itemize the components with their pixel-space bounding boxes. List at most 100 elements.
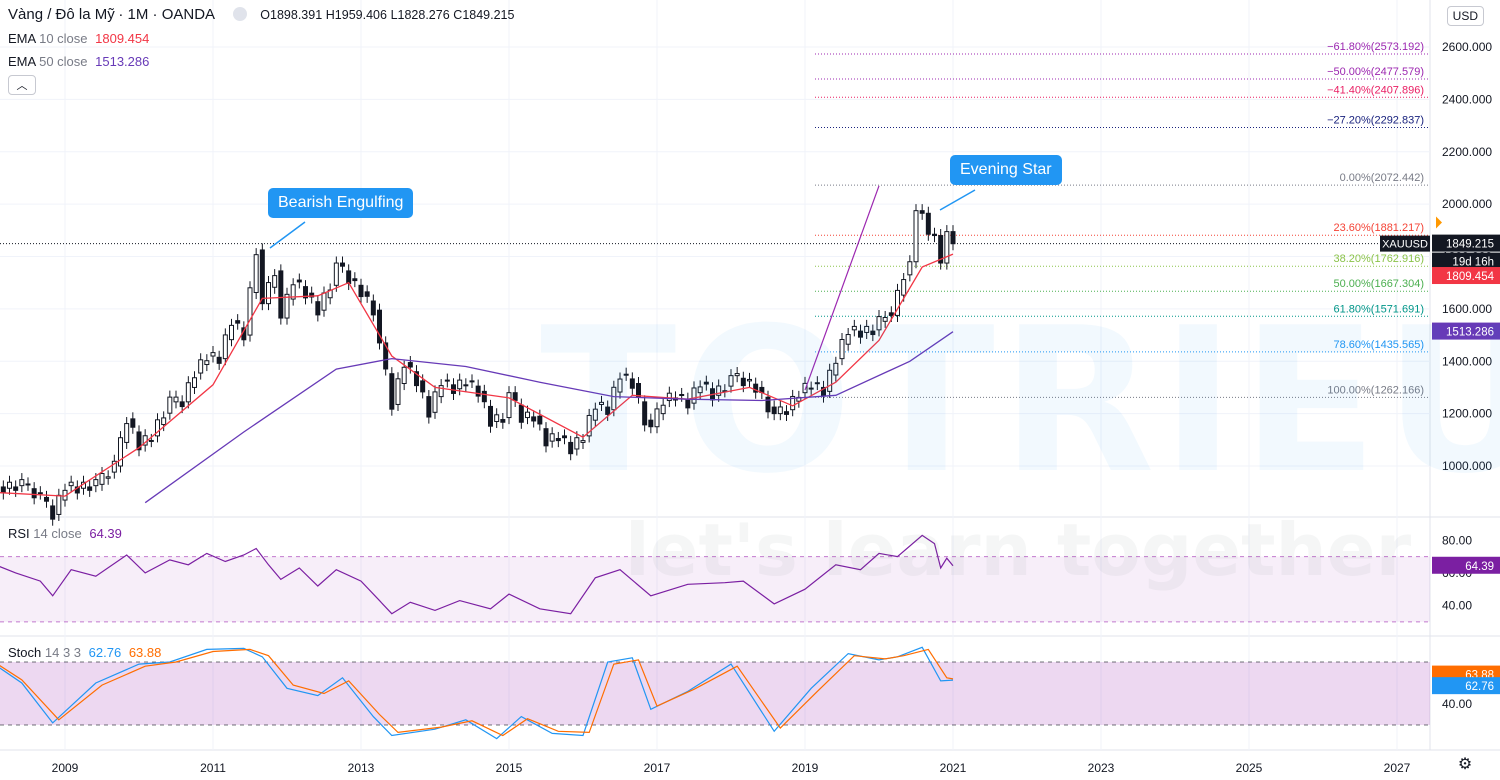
candle-body (500, 419, 506, 423)
fib-level-label: 50.00%(1667.304) (1333, 278, 1424, 290)
candle-body (839, 339, 845, 360)
candle-body (870, 330, 876, 336)
candle-body (222, 334, 228, 360)
ohlc-close: C1849.215 (453, 8, 515, 22)
candle-body (56, 494, 62, 515)
candle-body (130, 418, 136, 428)
candle-body (358, 284, 364, 298)
currency-button[interactable]: USD (1446, 6, 1484, 26)
rsi-tick-label: 80.00 (1442, 533, 1472, 547)
candle-body (290, 284, 296, 300)
fib-level-label: 23.60%(1881.217) (1333, 222, 1424, 234)
candle-body (179, 401, 185, 408)
candle-body (414, 371, 419, 387)
candle-body (932, 233, 937, 237)
candle-body (938, 235, 944, 264)
candle-body (907, 261, 913, 276)
candle-body (833, 362, 839, 376)
candle-body (25, 483, 31, 486)
candle-body (296, 279, 302, 283)
candle-body (660, 404, 666, 415)
rsi-line (0, 534, 954, 615)
countdown-tag-text: 19d 16h (1452, 257, 1494, 269)
candle-body (740, 377, 746, 387)
time-tick-label: 2011 (200, 761, 226, 775)
candle-body (333, 262, 339, 286)
candle-body (858, 330, 863, 338)
candle-body (426, 396, 432, 418)
price-tick-label: 2000.000 (1442, 197, 1492, 211)
interval: · 1M · (118, 6, 162, 23)
candle-body (31, 488, 37, 499)
candle-body (599, 401, 604, 405)
candle-body (395, 378, 401, 405)
candle-body (777, 406, 783, 415)
exchange: OANDA (161, 6, 216, 23)
time-tick-label: 2009 (52, 761, 79, 775)
candle-body (259, 249, 265, 305)
candle-body (691, 387, 697, 404)
candle-body (216, 356, 222, 364)
stoch-k-value: 62.76 (88, 645, 122, 660)
candle-body (105, 476, 111, 479)
ema50-line (144, 331, 954, 504)
candle-body (19, 479, 25, 487)
candle-body (802, 382, 808, 394)
time-tick-label: 2015 (496, 761, 523, 775)
collapse-legend-button[interactable]: ︿ (8, 75, 36, 95)
candle-body (0, 486, 6, 494)
ema50-value: 1513.286 (95, 54, 150, 69)
candle-body (925, 212, 931, 235)
candle-body (37, 492, 43, 495)
candle-body (666, 392, 672, 402)
candle-body (919, 210, 925, 214)
gear-icon[interactable]: ⚙ (1457, 756, 1473, 773)
candle-body (543, 428, 549, 447)
candle-body (451, 384, 456, 394)
trend-line (804, 185, 880, 391)
rsi-value-tag-text: 64.39 (1465, 561, 1494, 573)
stoch-k-tag (1432, 677, 1500, 695)
stoch-band-fill (0, 662, 1430, 725)
candle-body (734, 373, 740, 377)
candle-body (340, 262, 345, 267)
candle-body (790, 395, 796, 411)
candle-body (420, 380, 426, 393)
price-tick-label: 1000.000 (1442, 459, 1492, 473)
candle-body (7, 481, 12, 489)
candle-body (315, 301, 321, 316)
candle-body (278, 270, 284, 319)
candle-body (401, 366, 407, 385)
candle-body (87, 486, 93, 491)
fib-level-label: 0.00%(2072.442) (1340, 172, 1424, 184)
stoch-legend[interactable]: Stoch 14 3 3 62.76 63.88 (8, 645, 162, 660)
candle-body (592, 408, 598, 421)
chevron-up-icon: ︿ (16, 80, 28, 92)
candle-body (876, 316, 882, 331)
candle-body (537, 415, 543, 425)
candle-body (888, 312, 894, 316)
candle-body (68, 481, 74, 487)
candle-body (457, 379, 463, 390)
candle-body (845, 334, 851, 345)
evening-star-callout[interactable]: Evening Star (950, 155, 1062, 185)
rsi-legend[interactable]: RSI 14 close 64.39 (8, 526, 122, 541)
candle-body (309, 292, 315, 298)
candle-body (167, 396, 173, 414)
ema10-legend[interactable]: EMA 10 close 1809.454 (8, 31, 150, 46)
time-tick-label: 2027 (1384, 761, 1411, 775)
bearish-engulfing-callout[interactable]: Bearish Engulfing (268, 188, 414, 218)
candle-body (161, 417, 167, 426)
ema50-legend[interactable]: EMA 50 close 1513.286 (8, 54, 150, 69)
countdown-tag (1432, 252, 1500, 270)
candle-body (703, 381, 709, 385)
candle-body (518, 404, 524, 423)
fib-level-label: 61.80%(1571.691) (1333, 303, 1424, 315)
candle-body (253, 254, 259, 294)
time-tick-label: 2021 (940, 761, 967, 775)
candle-body (198, 359, 204, 374)
stoch-k-tag-text: 62.76 (1465, 681, 1494, 693)
market-status-icon[interactable] (232, 7, 247, 21)
ohlc-low: L1828.276 (390, 8, 450, 22)
